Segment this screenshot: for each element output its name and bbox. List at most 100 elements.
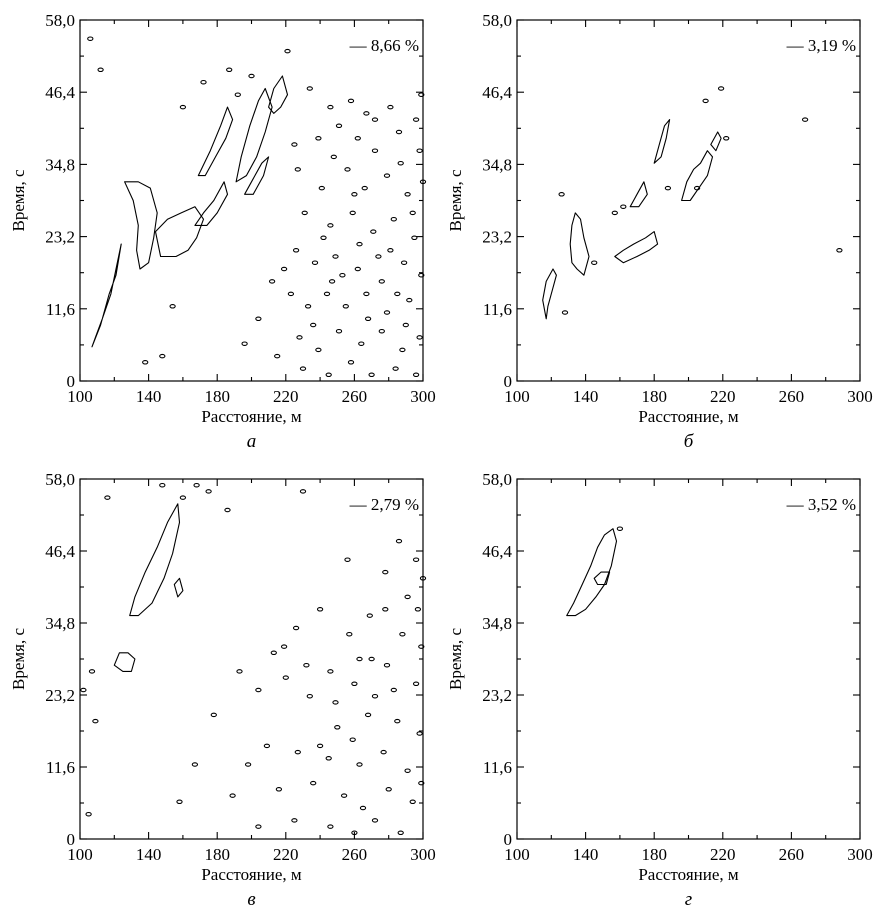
- contour-speck: [263, 743, 271, 749]
- contour-speck: [395, 129, 403, 135]
- contour-speck: [387, 248, 394, 253]
- contour-speck: [325, 756, 332, 761]
- contour-speck: [397, 160, 404, 166]
- contour-speck: [558, 192, 565, 197]
- contour-region: [593, 571, 611, 586]
- contour-speck: [299, 366, 307, 371]
- contour-speck: [412, 372, 420, 378]
- panel-label: г: [685, 889, 692, 910]
- y-tick-label: 23,2: [482, 228, 512, 247]
- y-tick-label: 46,4: [482, 83, 512, 102]
- contour-speck: [315, 136, 322, 141]
- contour-speck: [179, 104, 187, 110]
- contour-speck: [418, 272, 425, 278]
- y-tick-label: 46,4: [482, 542, 512, 561]
- plot-frame: [516, 478, 861, 840]
- contour-speck: [80, 687, 87, 693]
- contour-speck: [318, 185, 325, 191]
- contour-speck: [409, 210, 416, 216]
- y-tick-label: 0: [504, 372, 513, 391]
- x-axis-label: Расстояние, м: [201, 865, 302, 884]
- contour-speck: [191, 762, 199, 767]
- contour-speck: [344, 167, 351, 172]
- contour-speck: [294, 749, 301, 755]
- contour-speck: [85, 811, 92, 817]
- contour-region: [569, 212, 590, 276]
- x-tick-label: 100: [504, 387, 530, 406]
- contour-region: [629, 181, 648, 208]
- contour-speck: [390, 216, 397, 222]
- contour-region: [197, 106, 234, 177]
- contour-speck: [268, 279, 276, 284]
- contour-speck: [412, 557, 420, 562]
- contour-speck: [378, 328, 385, 334]
- contour-speck: [394, 291, 401, 297]
- contour-region: [173, 577, 184, 598]
- y-tick-label: 0: [67, 830, 76, 849]
- contour-speck: [301, 210, 308, 216]
- contour-speck: [159, 353, 166, 359]
- contour-region: [113, 652, 136, 672]
- contour-region: [235, 87, 273, 183]
- contour-speck: [404, 594, 411, 600]
- x-tick-label: 180: [204, 845, 230, 864]
- x-tick-label: 140: [573, 387, 599, 406]
- contour-speck: [380, 749, 387, 755]
- x-tick-label: 220: [710, 845, 736, 864]
- contour-speck: [296, 335, 303, 340]
- contour-speck: [210, 712, 217, 718]
- contour-speck: [342, 304, 349, 309]
- y-tick-label: 34,8: [482, 155, 512, 174]
- contour-speck: [717, 86, 725, 91]
- contour-speck: [270, 650, 277, 656]
- contour-speck: [303, 662, 310, 668]
- contour-speck: [561, 310, 569, 315]
- contour-speck: [339, 272, 346, 278]
- contour-speck: [409, 799, 416, 805]
- contour-speck: [292, 248, 300, 253]
- y-tick-label: 0: [67, 372, 76, 391]
- contour-speck: [306, 86, 313, 91]
- contour-speck: [142, 360, 149, 365]
- plot-frame: [79, 478, 424, 840]
- contour-speck: [382, 607, 389, 612]
- contour-speck: [306, 693, 313, 699]
- contour-speck: [347, 360, 355, 365]
- contour-speck: [416, 335, 423, 340]
- x-tick-label: 180: [641, 387, 667, 406]
- contour-speck: [836, 248, 843, 253]
- contour-speck: [292, 625, 300, 631]
- contour-speck: [104, 495, 111, 500]
- y-tick-label: 34,8: [45, 614, 75, 633]
- contour-speck: [193, 482, 200, 488]
- contour-region: [154, 206, 205, 258]
- contour-region: [681, 150, 714, 202]
- contour-speck: [361, 185, 368, 191]
- contour-speck: [359, 805, 367, 811]
- contour-speck: [310, 780, 317, 786]
- contour-speck: [354, 266, 361, 272]
- contour-speck: [332, 254, 339, 259]
- contour-speck: [418, 780, 425, 786]
- contour-speck: [332, 700, 339, 705]
- contour-speck: [404, 768, 411, 773]
- contour-speck: [664, 185, 672, 191]
- contour-speck: [346, 631, 353, 637]
- y-tick-label: 11,6: [483, 300, 512, 319]
- contour-speck: [387, 104, 394, 110]
- contour-speck: [88, 669, 96, 674]
- contour-speck: [282, 675, 289, 680]
- contour-speck: [316, 607, 324, 612]
- x-axis-label: Расстояние, м: [638, 407, 739, 426]
- contour-speck: [311, 260, 319, 265]
- y-tick-label: 46,4: [45, 83, 75, 102]
- contour-speck: [87, 36, 94, 41]
- contour-region: [614, 231, 659, 264]
- contour-speck: [294, 167, 301, 172]
- contour-speck: [693, 185, 701, 191]
- contour-speck: [299, 489, 307, 494]
- contour-speck: [316, 743, 324, 749]
- contour-speck: [378, 279, 385, 284]
- x-tick-label: 180: [641, 845, 667, 864]
- contour-speck: [412, 681, 420, 687]
